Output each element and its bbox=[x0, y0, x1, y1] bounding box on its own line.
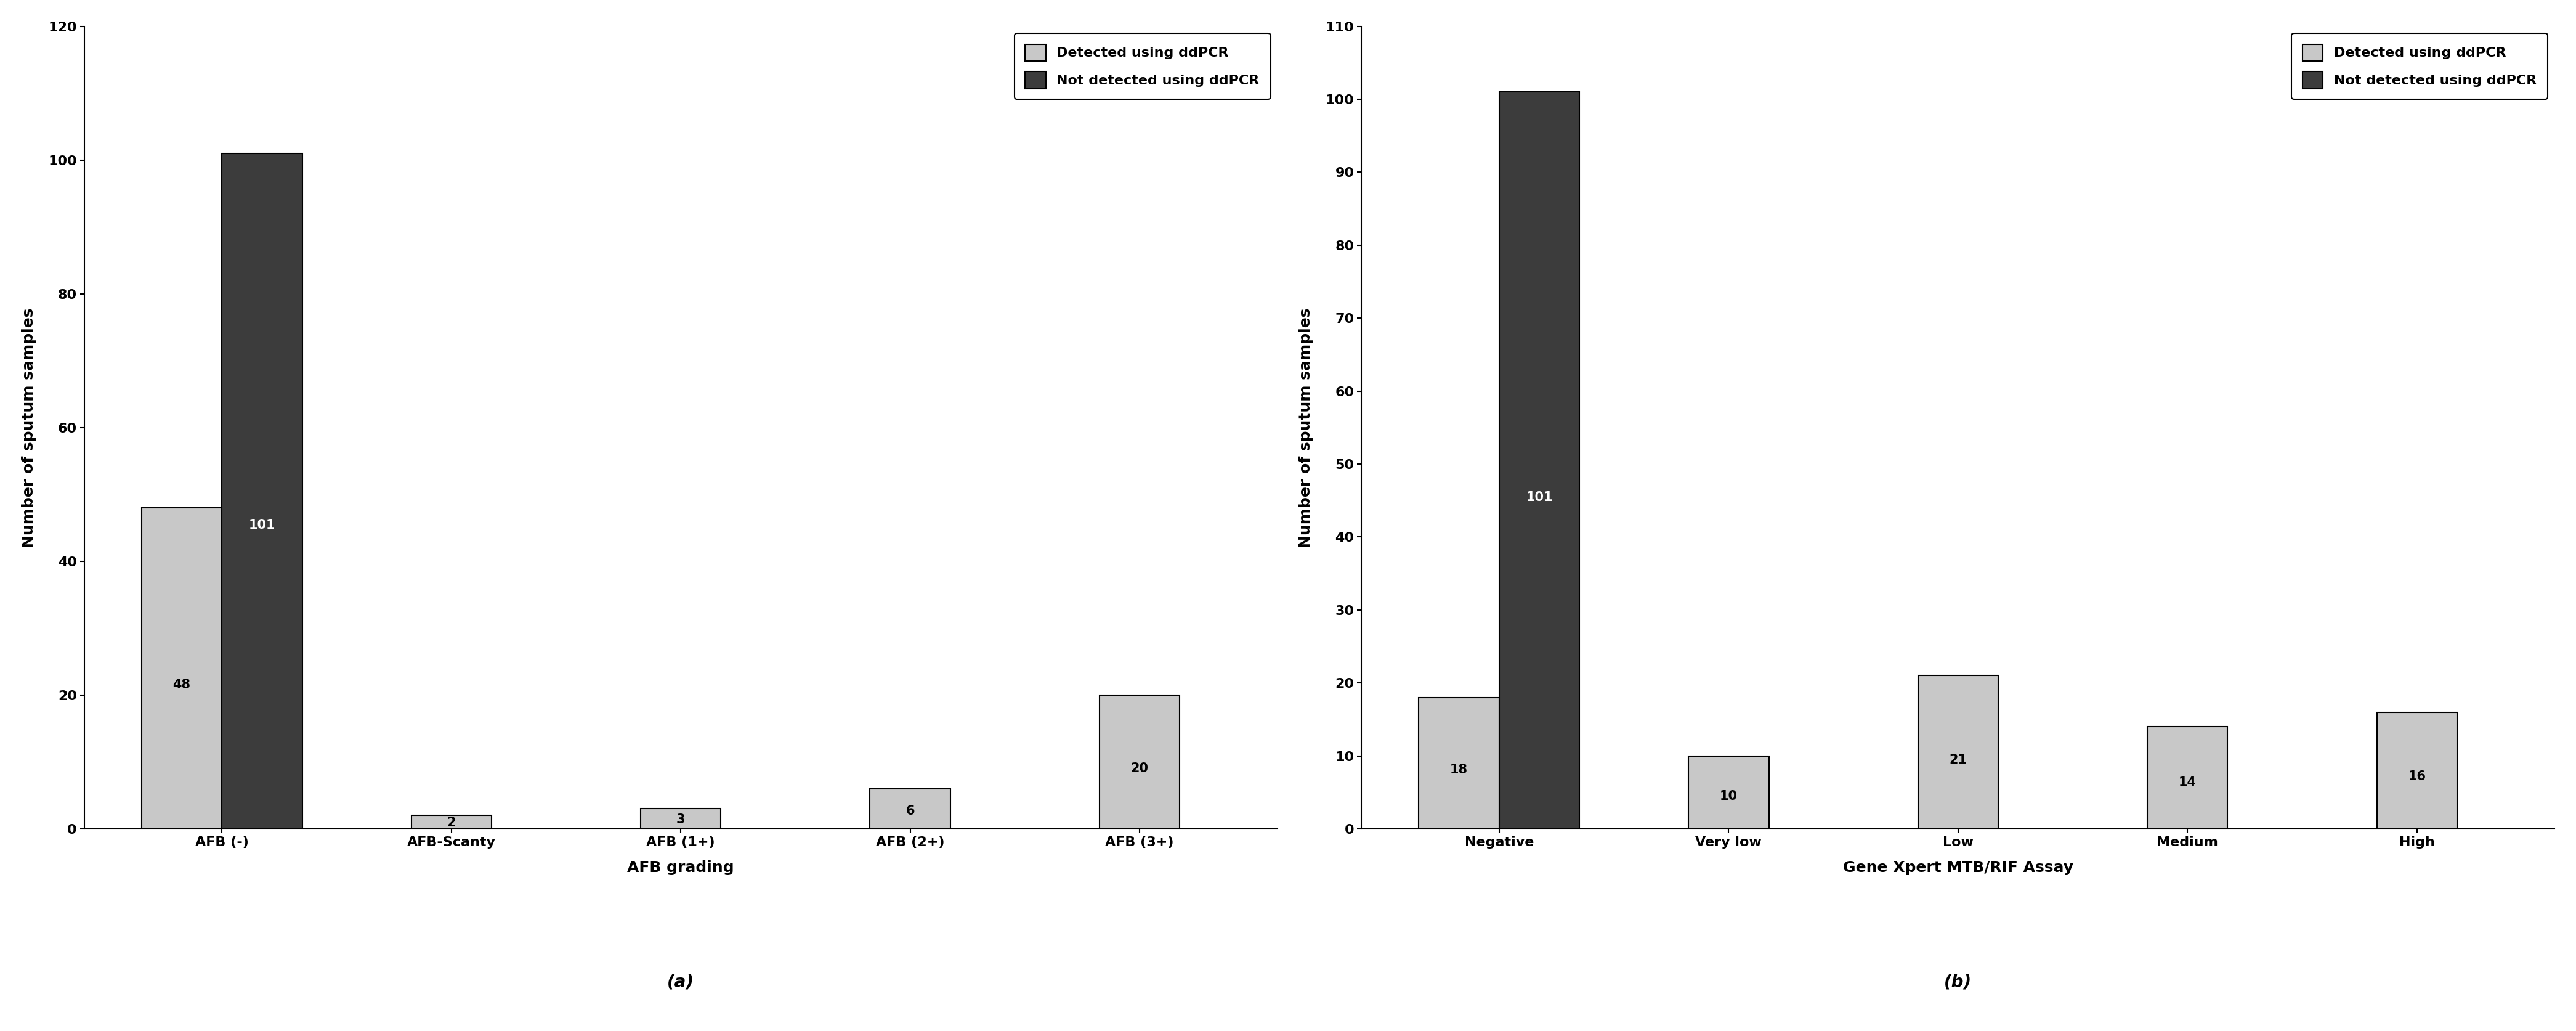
Text: 20: 20 bbox=[1131, 763, 1149, 775]
Bar bbox=[412, 816, 492, 829]
Text: 10: 10 bbox=[1721, 790, 1739, 802]
Text: 101: 101 bbox=[250, 519, 276, 531]
Bar bbox=[871, 789, 951, 829]
X-axis label: AFB grading: AFB grading bbox=[629, 861, 734, 875]
Y-axis label: Number of sputum samples: Number of sputum samples bbox=[1298, 307, 1314, 547]
Text: 18: 18 bbox=[1450, 764, 1468, 776]
Bar bbox=[1100, 695, 1180, 829]
X-axis label: Gene Xpert MTB/RIF Assay: Gene Xpert MTB/RIF Assay bbox=[1842, 861, 2074, 875]
Text: 14: 14 bbox=[2179, 776, 2197, 789]
Bar bbox=[2378, 712, 2458, 829]
Bar bbox=[641, 808, 721, 829]
Text: 48: 48 bbox=[173, 678, 191, 691]
Bar bbox=[1919, 675, 1999, 829]
Bar bbox=[2148, 727, 2228, 829]
Bar bbox=[1499, 92, 1579, 829]
Y-axis label: Number of sputum samples: Number of sputum samples bbox=[21, 307, 36, 547]
Text: (a): (a) bbox=[667, 973, 696, 991]
Bar bbox=[1419, 698, 1499, 829]
Bar bbox=[222, 154, 301, 829]
Text: 6: 6 bbox=[907, 804, 914, 817]
Text: 16: 16 bbox=[2409, 770, 2427, 783]
Bar bbox=[142, 508, 222, 829]
Legend: Detected using ddPCR, Not detected using ddPCR: Detected using ddPCR, Not detected using… bbox=[2293, 33, 2548, 99]
Text: (b): (b) bbox=[1945, 973, 1973, 991]
Text: 101: 101 bbox=[1525, 491, 1553, 503]
Legend: Detected using ddPCR, Not detected using ddPCR: Detected using ddPCR, Not detected using… bbox=[1015, 33, 1270, 99]
Text: 21: 21 bbox=[1950, 754, 1968, 766]
Bar bbox=[1687, 756, 1770, 829]
Text: 2: 2 bbox=[446, 817, 456, 829]
Text: 3: 3 bbox=[677, 813, 685, 826]
